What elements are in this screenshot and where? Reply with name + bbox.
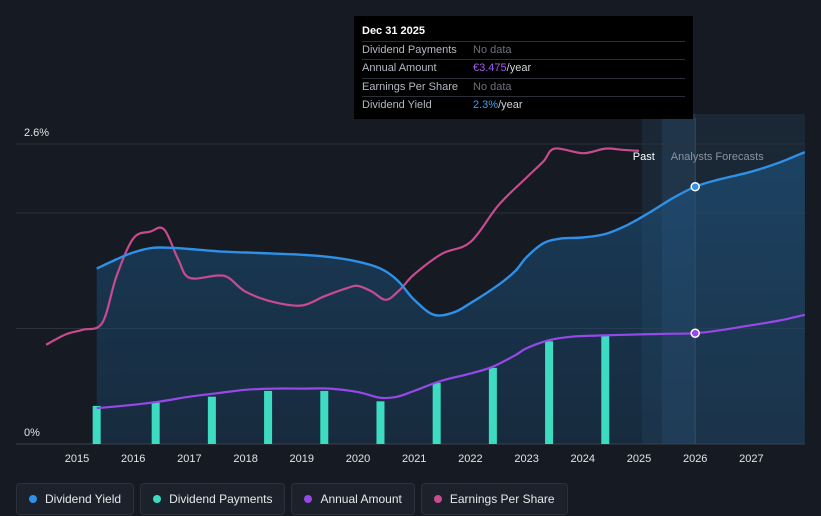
legend-label: Earnings Per Share: [449, 492, 555, 506]
tooltip-date: Dec 31 2025: [362, 25, 425, 37]
legend-dot-icon: [153, 495, 162, 503]
annual-amount-line: [96, 313, 806, 410]
past-label: Past: [633, 151, 655, 163]
tooltip-value: 2.3%: [473, 99, 499, 112]
x-tick-label: 2017: [177, 453, 201, 465]
legend-label: Annual Amount: [320, 492, 402, 506]
x-tick-label: 2022: [458, 453, 482, 465]
x-axis-ticks: 2015 2016 2017 2018 2019 2020 2021 2022 2023 2024…: [65, 453, 764, 465]
dividend-payment-bar: [432, 382, 441, 444]
dividend-payment-bar: [207, 396, 216, 444]
x-tick-label: 2016: [121, 453, 145, 465]
dividend-payment-bar: [376, 401, 385, 444]
tooltip-value: €3.475: [473, 62, 507, 75]
dividend-payment-bar: [151, 402, 160, 444]
earnings-per-share-line: [45, 147, 640, 346]
tooltip-unit: /year: [498, 99, 523, 112]
legend-dot-icon: [29, 495, 37, 503]
tooltip-label: Dividend Payments: [362, 44, 457, 56]
x-tick-label: 2015: [65, 453, 89, 465]
x-tick-label: 2024: [571, 453, 595, 465]
tooltip-row-dividend-yield: Dividend Yield 2.3%/year: [362, 96, 685, 114]
x-tick-label: 2025: [627, 453, 651, 465]
legend-label: Dividend Yield: [45, 492, 122, 506]
tooltip-row-earnings-per-share: Earnings Per Share No data: [362, 77, 685, 96]
hover-tooltip: Dec 31 2025 Dividend Payments No data An…: [354, 16, 693, 119]
dividend-yield-line: [96, 150, 806, 317]
dividend-payment-bars: [92, 335, 610, 444]
amount-marker: [690, 328, 700, 338]
dividend-payment-bar: [601, 335, 610, 444]
dividend-payment-bar: [264, 390, 273, 444]
forecast-label: Analysts Forecasts: [671, 151, 764, 163]
legend-dot-icon: [304, 495, 313, 503]
x-tick-label: 2021: [402, 453, 426, 465]
x-tick-label: 2026: [683, 453, 707, 465]
x-tick-label: 2027: [739, 453, 763, 465]
x-tick-label: 2023: [514, 453, 538, 465]
tooltip-row-dividend-payments: Dividend Payments No data: [362, 41, 685, 59]
hover-markers: [690, 181, 700, 338]
legend-dot-icon: [433, 495, 442, 503]
yield-marker: [690, 181, 700, 192]
y-tick-top: 2.6%: [24, 127, 49, 139]
dividend-payment-bar: [92, 405, 101, 444]
tooltip-label: Dividend Yield: [362, 99, 432, 112]
tooltip-value: No data: [473, 44, 512, 56]
legend-dividend-payments[interactable]: Dividend Payments: [140, 483, 286, 515]
dividend-payment-bar: [488, 367, 497, 444]
tooltip-value: No data: [473, 80, 512, 93]
dividend-payment-bar: [320, 390, 329, 444]
legend-earnings-per-share[interactable]: Earnings Per Share: [420, 483, 568, 515]
legend-dividend-yield[interactable]: Dividend Yield: [16, 483, 135, 515]
legend-annual-amount[interactable]: Annual Amount: [291, 483, 415, 515]
legend: Dividend Yield Dividend Payments Annual …: [16, 483, 568, 515]
tooltip-row-annual-amount: Annual Amount €3.475/year: [362, 59, 685, 77]
tooltip-label: Annual Amount: [362, 62, 437, 75]
tooltip-label: Earnings Per Share: [362, 80, 458, 93]
legend-label: Dividend Payments: [169, 492, 273, 506]
tooltip-unit: /year: [506, 62, 532, 75]
x-tick-label: 2020: [346, 453, 370, 465]
y-tick-bottom: 0%: [24, 427, 40, 439]
dividend-yield-area: [96, 152, 805, 444]
dividend-payment-bar: [545, 341, 554, 444]
x-tick-label: 2019: [290, 453, 314, 465]
x-tick-label: 2018: [233, 453, 257, 465]
